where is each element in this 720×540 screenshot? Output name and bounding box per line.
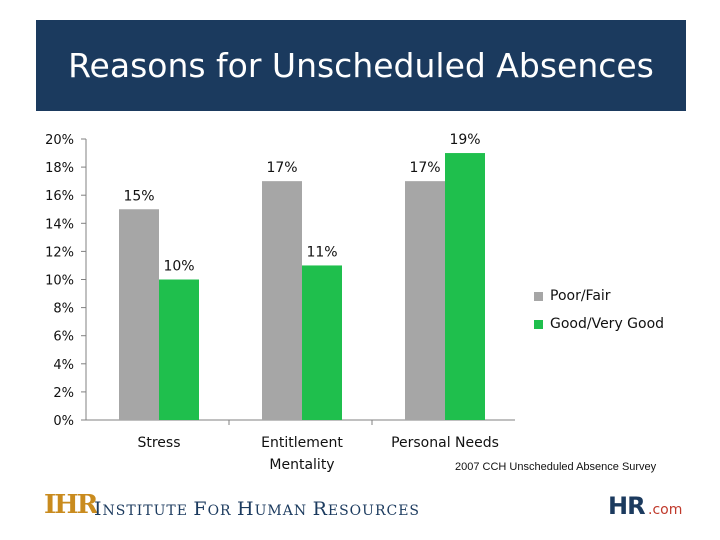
ihr-logo-wordmark: INSTITUTE FOR HUMAN RESOURCES <box>94 498 421 520</box>
hr-com-logo: HR .com <box>608 488 688 528</box>
x-category-label: Personal Needs <box>391 435 499 451</box>
chart-axes: 0% 2% 4% 6% 8% 10% 12% 14% 16% 18% 20% <box>45 133 515 429</box>
legend-item-poor-fair: Poor/Fair <box>534 282 664 310</box>
chart-labels: 15% 10% Stress 17% 11% Entitlement Mentality 17… <box>123 132 498 473</box>
slide-title: Reasons for Unscheduled Absences <box>68 46 654 85</box>
y-tick-label: 16% <box>45 189 74 204</box>
title-band: Reasons for Unscheduled Absences <box>36 20 686 111</box>
x-category-label: Entitlement <box>261 435 343 451</box>
y-tick-label: 0% <box>53 414 74 429</box>
data-label: 15% <box>123 188 154 204</box>
hr-com-logo-suffix: .com <box>648 502 683 518</box>
chart-legend: Poor/Fair Good/Very Good <box>534 282 664 338</box>
y-tick-label: 2% <box>53 386 74 401</box>
legend-swatch-poor-fair <box>534 291 543 301</box>
data-label: 17% <box>266 160 297 176</box>
data-label: 19% <box>449 132 480 148</box>
legend-label-good-very-good: Good/Very Good <box>550 316 665 332</box>
bar-good-very-good <box>159 279 199 420</box>
bar-good-very-good <box>445 153 485 421</box>
y-tick-label: 8% <box>53 302 74 317</box>
x-category-label: Stress <box>137 435 180 451</box>
hr-com-logo-mark: HR <box>608 492 646 520</box>
bar-poor-fair <box>405 181 445 420</box>
legend-label-poor-fair: Poor/Fair <box>550 288 611 304</box>
x-category-label: Mentality <box>269 457 334 473</box>
y-tick-label: 20% <box>45 133 74 148</box>
bar-poor-fair <box>262 181 302 420</box>
y-tick-label: 10% <box>45 274 74 289</box>
data-label: 10% <box>163 259 194 275</box>
bar-poor-fair <box>119 209 159 420</box>
ihr-logo: IHR INSTITUTE FOR HUMAN RESOURCES <box>40 486 440 532</box>
y-tick-label: 12% <box>45 245 74 260</box>
data-label: 11% <box>306 244 337 260</box>
chart-bars <box>119 153 485 421</box>
ihr-logo-mark: IHR <box>44 490 98 520</box>
data-label: 17% <box>409 160 440 176</box>
y-tick-label: 18% <box>45 161 74 176</box>
source-note: 2007 CCH Unscheduled Absence Survey <box>455 461 657 473</box>
legend-item-good-very-good: Good/Very Good <box>534 310 664 338</box>
y-tick-label: 6% <box>53 330 74 345</box>
y-tick-label: 4% <box>53 358 74 373</box>
bar-good-very-good <box>302 265 342 420</box>
legend-swatch-good-very-good <box>534 319 543 329</box>
y-tick-label: 14% <box>45 217 74 232</box>
